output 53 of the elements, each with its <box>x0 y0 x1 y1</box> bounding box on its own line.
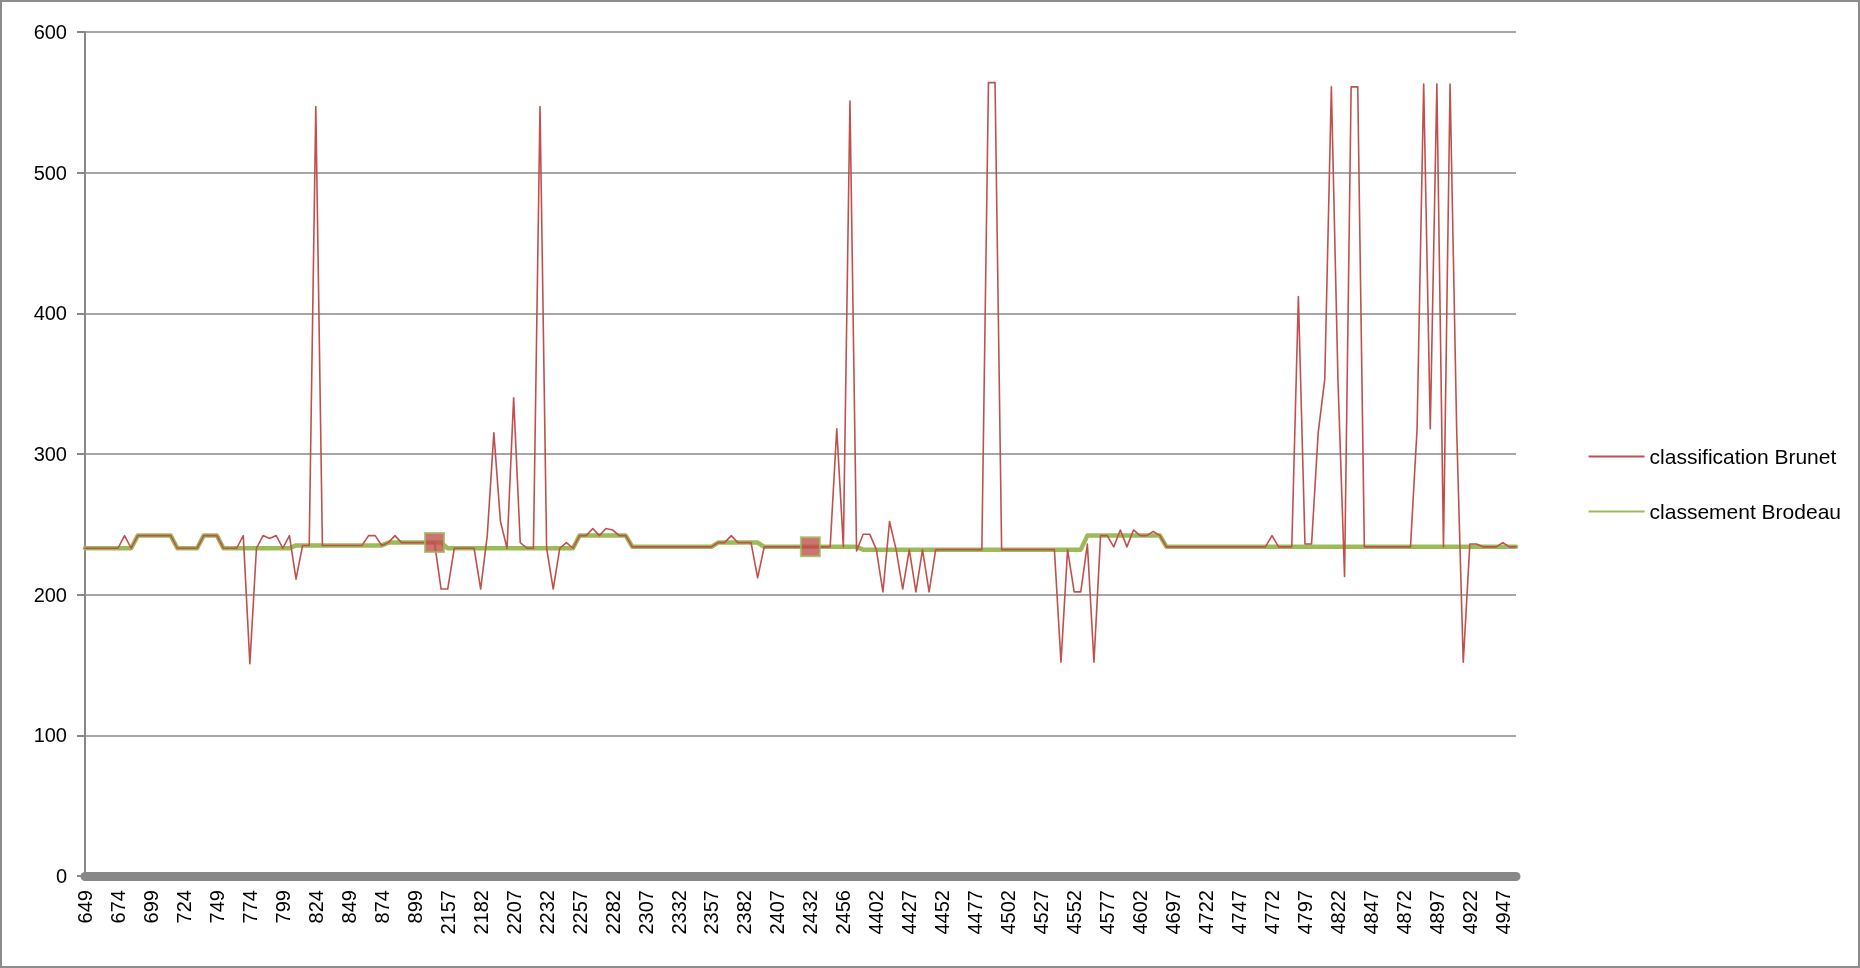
x-tick-label: 4772 <box>1261 890 1283 935</box>
x-tick-label: 2432 <box>799 890 822 935</box>
x-tick-label: 849 <box>337 890 360 924</box>
x-tick-label: 824 <box>304 890 327 924</box>
x-tick-label: 4697 <box>1162 890 1185 935</box>
x-tick-label: 4602 <box>1129 890 1152 935</box>
x-tick-label: 4552 <box>1063 890 1086 935</box>
x-tick-label: 2207 <box>502 890 525 935</box>
x-tick-label: 774 <box>238 890 261 924</box>
x-tick-label: 2357 <box>700 890 723 935</box>
y-tick-label: 100 <box>33 724 67 747</box>
y-tick-label: 300 <box>33 443 67 465</box>
legend-label: classification Brunet <box>1649 445 1837 468</box>
x-tick-label: 4947 <box>1491 890 1514 935</box>
x-tick-label: 2282 <box>601 890 624 935</box>
x-tick-label: 4452 <box>931 890 954 935</box>
x-tick-label: 899 <box>403 890 426 924</box>
y-tick-label: 500 <box>33 161 67 184</box>
x-tick-label: 799 <box>271 890 294 924</box>
x-tick-label: 2456 <box>832 890 855 935</box>
x-tick-label: 749 <box>205 890 228 924</box>
y-tick-label: 0 <box>55 865 67 887</box>
legend-label: classement Brodeau <box>1649 500 1842 523</box>
x-tick-label: 674 <box>106 890 129 924</box>
x-tick-label: 4922 <box>1458 890 1481 935</box>
x-tick-label: 4402 <box>865 890 888 935</box>
x-tick-label: 2382 <box>733 890 756 935</box>
x-tick-label: 4797 <box>1293 890 1316 935</box>
x-tick-label: 649 <box>74 890 96 924</box>
x-tick-label: 4722 <box>1195 890 1218 935</box>
y-tick-label: 200 <box>33 583 67 606</box>
x-tick-label: 2182 <box>469 890 492 935</box>
y-tick-label: 400 <box>33 302 67 325</box>
x-tick-label: 2157 <box>436 890 459 935</box>
x-tick-label: 4747 <box>1228 890 1251 935</box>
x-tick-label: 874 <box>370 890 393 924</box>
x-tick-label: 4427 <box>898 890 921 935</box>
y-tick-label: 600 <box>33 21 67 43</box>
x-tick-label: 4897 <box>1425 890 1448 935</box>
x-tick-label: 2332 <box>667 890 690 935</box>
x-tick-label: 4872 <box>1392 890 1415 935</box>
x-tick-label: 2307 <box>634 890 657 935</box>
x-tick-label: 4502 <box>997 890 1020 935</box>
x-tick-label: 4477 <box>964 890 987 935</box>
x-tick-label: 4527 <box>1030 890 1053 935</box>
x-tick-label: 724 <box>172 890 195 924</box>
x-tick-label: 2257 <box>568 890 591 935</box>
x-tick-label: 699 <box>139 890 162 924</box>
x-tick-label: 4822 <box>1326 890 1349 935</box>
x-tick-label: 4577 <box>1096 890 1119 935</box>
x-tick-label: 2407 <box>766 890 789 935</box>
x-tick-label: 4847 <box>1359 890 1382 935</box>
x-tick-label: 2232 <box>535 890 558 935</box>
